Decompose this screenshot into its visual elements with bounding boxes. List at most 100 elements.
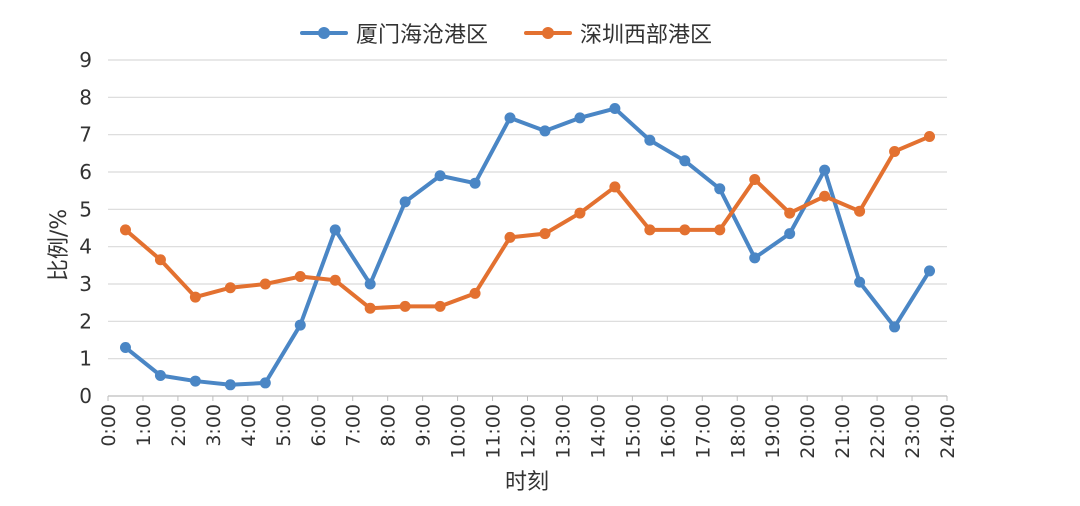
x-tick-label: 0:00 xyxy=(98,404,120,447)
x-tick-label: 13:00 xyxy=(552,404,574,459)
x-tick-labels: 0:00 1:00 2:00 3:00 4:00 5:00 6:00 7:00 8:00 9:00… xyxy=(98,396,959,459)
data-point-series-2 xyxy=(854,205,866,217)
legend-item-series-2: 深圳西部港区 xyxy=(524,17,712,49)
x-tick-label: 2:00 xyxy=(168,404,190,447)
legend-swatch-series-2 xyxy=(524,27,573,39)
data-point-series-2 xyxy=(574,207,586,219)
data-point-series-1 xyxy=(364,278,376,290)
data-point-series-2 xyxy=(819,190,831,202)
data-point-series-2 xyxy=(224,282,236,294)
y-tick-label: 8 xyxy=(79,85,92,109)
x-tick-label: 22:00 xyxy=(867,404,889,459)
x-tick-label: 7:00 xyxy=(343,404,365,447)
series-lines xyxy=(119,103,936,391)
y-tick-label: 3 xyxy=(79,272,92,296)
data-point-series-1 xyxy=(504,112,516,124)
x-tick-label: 8:00 xyxy=(378,404,400,447)
data-point-series-1 xyxy=(224,379,236,391)
x-tick-label: 17:00 xyxy=(692,404,714,459)
data-point-series-1 xyxy=(819,164,831,176)
data-point-series-1 xyxy=(679,155,691,167)
x-tick-label: 1:00 xyxy=(133,404,155,447)
x-tick-label: 14:00 xyxy=(587,404,609,459)
data-point-series-1 xyxy=(889,321,901,333)
y-tick-label: 1 xyxy=(79,347,92,371)
legend-swatch-series-1 xyxy=(300,27,348,39)
y-tick-label: 7 xyxy=(79,123,92,147)
legend-label-series-1: 厦门海沧港区 xyxy=(356,23,489,48)
data-point-series-2 xyxy=(539,228,551,240)
y-axis-title-box: 比例/% xyxy=(22,190,92,300)
x-tick-label: 18:00 xyxy=(727,404,749,459)
data-point-series-2 xyxy=(644,224,656,236)
data-point-series-2 xyxy=(749,173,761,185)
data-point-series-2 xyxy=(924,131,936,143)
x-tick-label: 12:00 xyxy=(518,404,540,459)
data-point-series-1 xyxy=(189,375,201,387)
x-tick-label: 21:00 xyxy=(832,404,854,459)
y-tick-label: 5 xyxy=(79,197,92,221)
data-point-series-1 xyxy=(399,196,411,208)
data-point-series-1 xyxy=(644,134,656,146)
x-tick-label: 4:00 xyxy=(238,404,260,447)
data-point-series-2 xyxy=(609,181,621,193)
x-tick-label: 9:00 xyxy=(413,404,435,447)
x-tick-label: 10:00 xyxy=(448,404,470,459)
legend-item-series-1: 厦门海沧港区 xyxy=(300,17,488,49)
data-point-series-2 xyxy=(714,224,726,236)
data-point-series-2 xyxy=(329,274,341,286)
x-tick-label: 16:00 xyxy=(657,404,679,459)
data-point-series-2 xyxy=(469,287,481,299)
data-point-series-1 xyxy=(294,319,306,331)
data-point-series-1 xyxy=(784,228,796,240)
data-point-series-1 xyxy=(469,177,481,189)
data-point-series-2 xyxy=(294,271,306,283)
x-tick-label: 11:00 xyxy=(483,404,505,459)
data-point-series-1 xyxy=(259,377,271,389)
legend: 厦门海沧港区 深圳西部港区 xyxy=(300,18,712,48)
y-tick-label: 2 xyxy=(79,309,92,333)
data-point-series-1 xyxy=(539,125,551,137)
data-point-series-2 xyxy=(434,300,446,312)
y-tick-label: 6 xyxy=(79,160,92,184)
x-tick-label: 19:00 xyxy=(762,404,784,459)
data-point-series-1 xyxy=(574,112,586,124)
data-point-series-2 xyxy=(784,207,796,219)
data-point-series-1 xyxy=(154,369,166,381)
y-tick-label: 0 xyxy=(79,384,92,408)
data-point-series-2 xyxy=(889,145,901,157)
x-tick-label: 24:00 xyxy=(937,404,959,459)
data-point-series-1 xyxy=(119,341,131,353)
x-tick-label: 5:00 xyxy=(273,404,295,447)
data-point-series-2 xyxy=(364,302,376,314)
data-point-series-1 xyxy=(749,252,761,264)
x-tick-label: 15:00 xyxy=(622,404,644,459)
y-axis-title: 比例/% xyxy=(47,208,72,282)
data-point-series-2 xyxy=(119,224,131,236)
series-line-2 xyxy=(123,134,932,311)
x-tick-label: 6:00 xyxy=(308,404,330,447)
y-tick-label: 9 xyxy=(79,48,92,72)
x-tick-label: 3:00 xyxy=(203,404,225,447)
data-point-series-2 xyxy=(259,278,271,290)
x-axis-title: 时刻 xyxy=(504,470,549,495)
data-point-series-1 xyxy=(609,103,621,115)
data-point-series-2 xyxy=(154,254,166,266)
data-point-series-1 xyxy=(854,276,866,288)
data-point-series-2 xyxy=(679,224,691,236)
legend-label-series-2: 深圳西部港区 xyxy=(580,23,713,48)
y-tick-label: 4 xyxy=(79,235,92,259)
data-point-series-1 xyxy=(924,265,936,277)
data-point-series-1 xyxy=(329,224,341,236)
data-point-series-1 xyxy=(714,183,726,195)
series-line-1 xyxy=(123,106,932,387)
x-tick-label: 23:00 xyxy=(902,404,924,459)
x-tick-label: 20:00 xyxy=(797,404,819,459)
gridlines xyxy=(108,59,947,397)
data-point-series-2 xyxy=(189,291,201,303)
y-tick-labels: 0 1 2 3 4 5 6 7 8 9 xyxy=(79,48,92,408)
data-point-series-2 xyxy=(504,231,516,243)
data-point-series-1 xyxy=(434,170,446,182)
data-point-series-2 xyxy=(399,300,411,312)
